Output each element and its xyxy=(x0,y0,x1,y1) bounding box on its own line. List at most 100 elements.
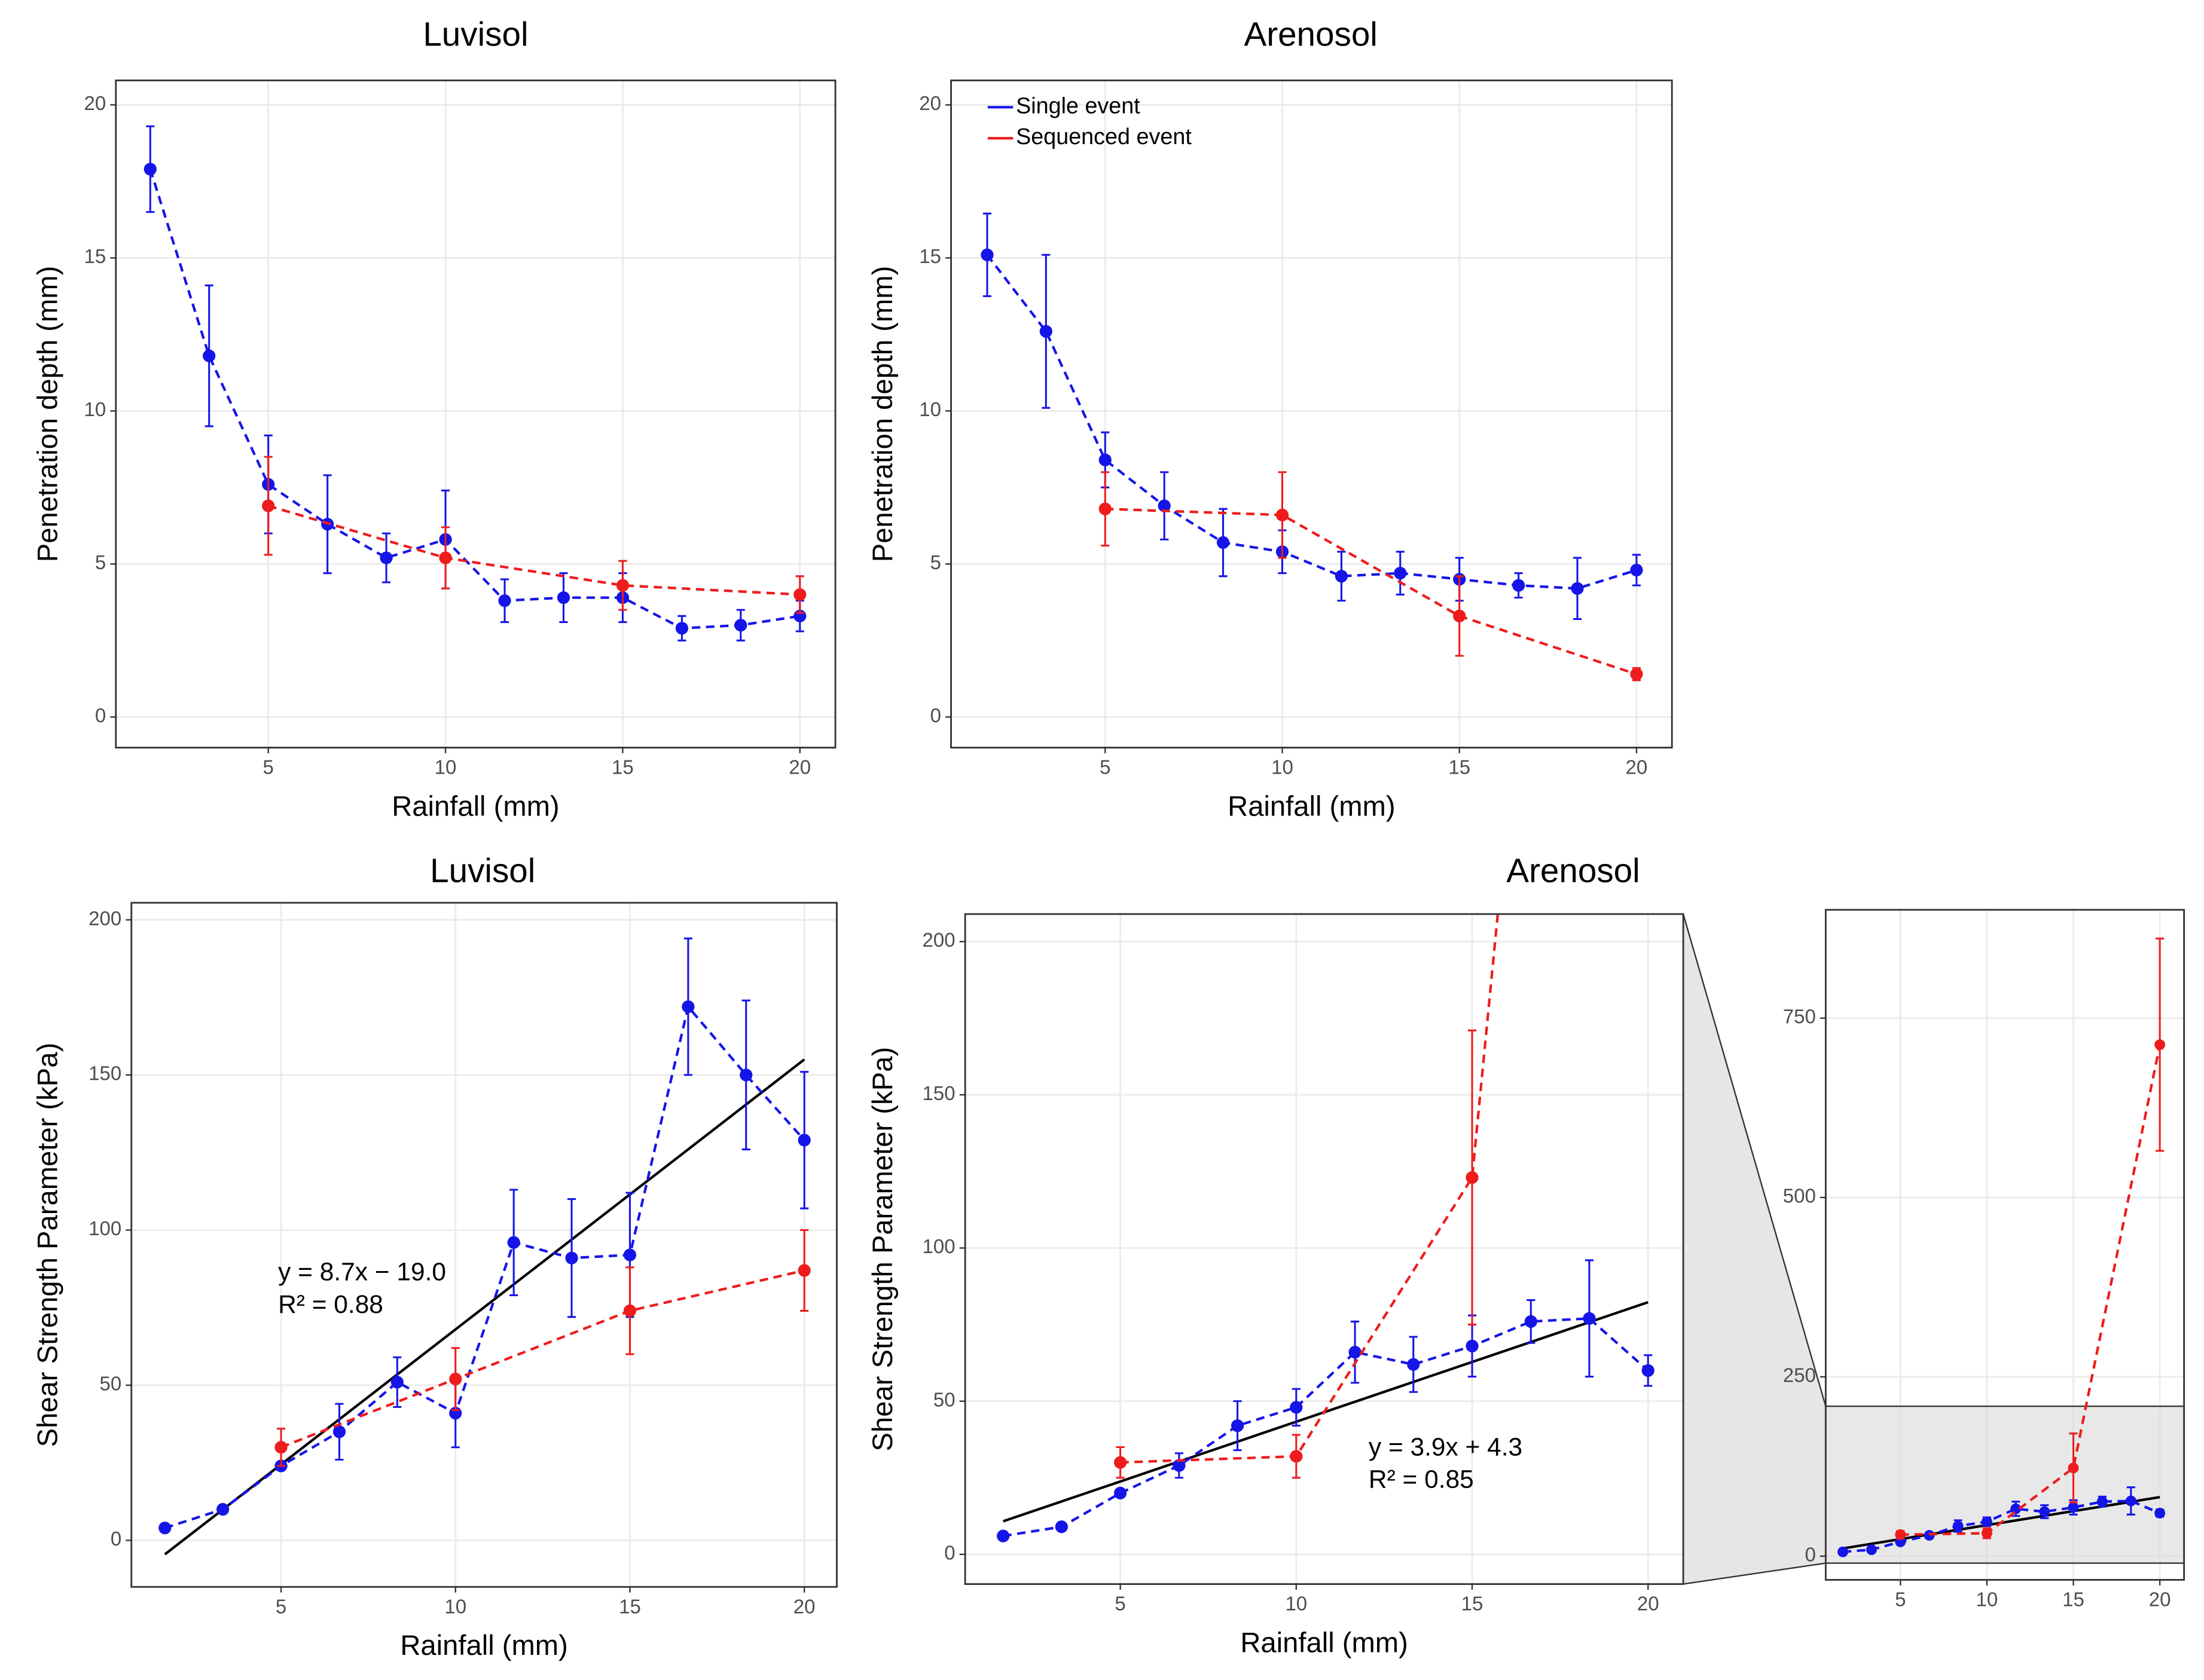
point xyxy=(623,1248,637,1261)
plot-border xyxy=(130,902,838,1588)
point xyxy=(1512,579,1525,592)
point xyxy=(1641,1364,1654,1377)
plot-border xyxy=(115,80,837,749)
point xyxy=(675,622,689,635)
point xyxy=(981,248,994,261)
point xyxy=(1466,1171,1479,1184)
plot-background xyxy=(965,914,1684,1584)
x-tick-label: 10 xyxy=(1976,1589,1998,1611)
point xyxy=(1981,1528,1992,1539)
x-tick-label: 10 xyxy=(435,756,457,778)
x-axis-label: Rainfall (mm) xyxy=(400,1629,567,1661)
y-tick-label: 500 xyxy=(1783,1185,1816,1207)
plot-border xyxy=(964,913,1684,1585)
point xyxy=(1290,1401,1303,1414)
point xyxy=(2154,1039,2166,1050)
point xyxy=(158,1522,172,1535)
annotation: y = 3.9x + 4.3 xyxy=(1369,1432,1522,1461)
point xyxy=(1571,582,1584,595)
x-tick-label: 5 xyxy=(1100,756,1110,778)
point xyxy=(439,551,452,564)
point xyxy=(1952,1520,1964,1532)
point xyxy=(2010,1503,2022,1514)
y-tick-label: 0 xyxy=(1805,1544,1815,1566)
point xyxy=(1407,1358,1420,1371)
x-axis-label: Rainfall (mm) xyxy=(1228,790,1395,821)
annotation: R² = 0.88 xyxy=(278,1290,383,1318)
point xyxy=(623,1304,637,1318)
y-tick-label: 0 xyxy=(111,1528,121,1550)
point xyxy=(740,1068,753,1082)
point xyxy=(1039,325,1052,338)
point xyxy=(498,594,511,607)
point xyxy=(1231,1419,1244,1432)
point xyxy=(2039,1506,2050,1517)
point xyxy=(507,1236,520,1249)
x-tick-label: 5 xyxy=(1895,1589,1906,1611)
y-axis-label: Shear Strength Parameter (kPa) xyxy=(31,1043,63,1447)
point xyxy=(2068,1502,2079,1513)
point xyxy=(793,588,807,601)
point xyxy=(1275,508,1289,522)
point xyxy=(1114,1456,1127,1469)
fit-line xyxy=(164,1058,805,1556)
point xyxy=(203,349,216,362)
y-tick-label: 10 xyxy=(84,398,106,420)
x-tick-label: 15 xyxy=(612,756,634,778)
point xyxy=(1981,1516,1992,1528)
x-tick-label: 20 xyxy=(789,756,811,778)
y-tick-label: 150 xyxy=(923,1082,956,1104)
point xyxy=(557,591,570,604)
plot-border xyxy=(1824,909,2185,1581)
x-tick-label: 10 xyxy=(1271,756,1293,778)
point xyxy=(1466,1339,1479,1353)
series-line xyxy=(268,505,800,596)
point xyxy=(1158,499,1171,512)
point xyxy=(144,163,157,176)
x-axis-label: Rainfall (mm) xyxy=(392,790,559,821)
zoom-region xyxy=(1825,1405,2185,1564)
series-line xyxy=(1003,1317,1649,1538)
x-tick-label: 5 xyxy=(276,1595,286,1617)
y-tick-label: 200 xyxy=(923,929,956,951)
plot-area xyxy=(997,914,1654,1542)
plot-background xyxy=(115,80,836,748)
series-line xyxy=(149,169,801,630)
point xyxy=(1216,536,1230,549)
x-tick-label: 5 xyxy=(1115,1593,1125,1615)
y-tick-label: 15 xyxy=(84,245,106,267)
plot-area xyxy=(144,125,807,642)
x-tick-label: 20 xyxy=(1637,1593,1659,1615)
point xyxy=(1630,667,1643,681)
legend-label: Single event xyxy=(1016,93,1140,118)
x-axis-label: Rainfall (mm) xyxy=(1240,1626,1408,1658)
y-tick-label: 20 xyxy=(84,92,106,114)
point xyxy=(449,1372,462,1386)
point xyxy=(1335,570,1348,583)
x-tick-label: 10 xyxy=(1285,1593,1307,1615)
point xyxy=(1630,563,1643,577)
y-tick-label: 0 xyxy=(944,1542,955,1564)
point xyxy=(682,1000,695,1013)
point xyxy=(1524,1315,1537,1328)
point xyxy=(1098,453,1112,466)
point xyxy=(390,1376,404,1389)
point xyxy=(616,579,630,592)
legend-label: Sequenced event xyxy=(1016,124,1192,149)
point xyxy=(565,1251,578,1264)
chart-title: Luvisol xyxy=(423,15,528,53)
y-tick-label: 15 xyxy=(919,245,941,267)
x-tick-label: 20 xyxy=(2149,1589,2171,1611)
point xyxy=(1837,1546,1848,1557)
x-tick-label: 15 xyxy=(1448,756,1470,778)
point xyxy=(332,1425,346,1438)
plot-background xyxy=(131,902,837,1587)
series-line xyxy=(1105,508,1637,676)
chart-title: Luvisol xyxy=(430,851,535,889)
point xyxy=(1173,1459,1186,1472)
y-tick-label: 200 xyxy=(88,907,121,929)
y-axis-label: Penetration depth (mm) xyxy=(866,266,898,563)
plot-background xyxy=(951,80,1672,748)
y-tick-label: 50 xyxy=(933,1388,956,1410)
point xyxy=(798,1134,811,1147)
